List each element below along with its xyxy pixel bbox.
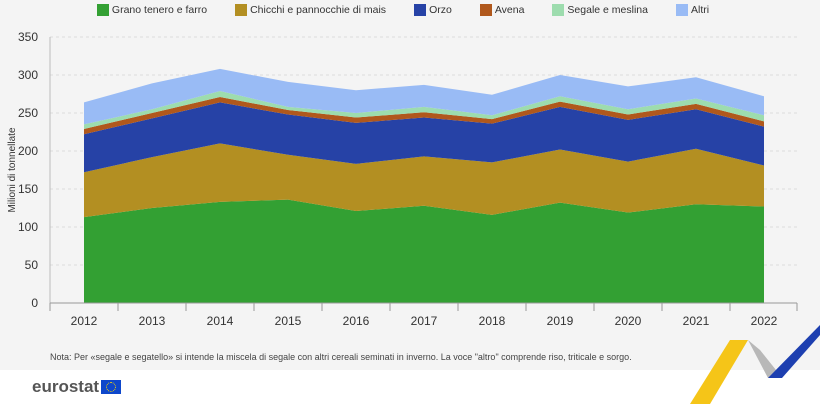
area-avena bbox=[84, 97, 764, 135]
x-tick-label: 2018 bbox=[479, 314, 506, 328]
legend-item[interactable]: Orzo bbox=[414, 4, 452, 16]
y-axis-label: Milioni di tonnellate bbox=[7, 127, 18, 212]
legend-label: Segale e meslina bbox=[567, 4, 648, 16]
x-tick-label: 2013 bbox=[139, 314, 166, 328]
legend-item[interactable]: Chicchi e pannocchie di mais bbox=[235, 4, 386, 16]
x-tick-label: 2017 bbox=[411, 314, 438, 328]
legend: Grano tenero e farro Chicchi e pannocchie… bbox=[0, 4, 820, 16]
area-orzo bbox=[84, 102, 764, 173]
area-grano-tenero-e-farro bbox=[84, 199, 764, 303]
y-tick-label: 250 bbox=[18, 106, 38, 120]
eurostat-logo: eurostat bbox=[32, 377, 122, 397]
legend-item[interactable]: Altri bbox=[675, 4, 710, 16]
y-tick-label: 150 bbox=[18, 182, 38, 196]
legend-label: Orzo bbox=[429, 4, 452, 16]
legend-swatch bbox=[675, 4, 688, 16]
y-tick-label: 0 bbox=[31, 296, 38, 310]
legend-item[interactable]: Avena bbox=[479, 4, 525, 16]
legend-swatch bbox=[414, 4, 427, 16]
legend-label: Avena bbox=[494, 4, 525, 16]
legend-swatch bbox=[235, 4, 248, 16]
legend-label: Grano tenero e farro bbox=[111, 4, 208, 16]
area-segale-e-meslina bbox=[84, 90, 764, 129]
x-tick-label: 2014 bbox=[207, 314, 234, 328]
x-tick-label: 2012 bbox=[71, 314, 98, 328]
footnote: Nota: Per «segale e segatello» si intend… bbox=[50, 352, 632, 362]
area-altri bbox=[84, 68, 764, 125]
y-tick-label: 350 bbox=[18, 30, 38, 44]
y-tick-label: 300 bbox=[18, 68, 38, 82]
x-tick-label: 2015 bbox=[275, 314, 302, 328]
y-tick-label: 50 bbox=[25, 258, 39, 272]
legend-label: Chicchi e pannocchie di mais bbox=[250, 4, 387, 16]
stacked-area-chart: 0 50 100 150 200 250 300 350 Milioni di tonnella… bbox=[7, 30, 798, 328]
eu-flag-icon bbox=[101, 380, 122, 394]
x-tick-label: 2016 bbox=[343, 314, 370, 328]
legend-swatch bbox=[96, 4, 109, 16]
y-tick-label: 100 bbox=[18, 220, 38, 234]
x-tick-label: 2022 bbox=[751, 314, 778, 328]
legend-item[interactable]: Segale e meslina bbox=[552, 4, 648, 16]
y-tick-label: 200 bbox=[18, 144, 38, 158]
eurostat-decoration-icon bbox=[690, 325, 820, 404]
x-tick-label: 2019 bbox=[547, 314, 574, 328]
logo-text: eurostat bbox=[32, 377, 100, 396]
legend-label: Altri bbox=[690, 4, 710, 16]
legend-swatch bbox=[552, 4, 565, 16]
x-tick-label: 2021 bbox=[683, 314, 710, 328]
legend-item[interactable]: Grano tenero e farro bbox=[96, 4, 208, 16]
x-tick-label: 2020 bbox=[615, 314, 642, 328]
legend-swatch bbox=[479, 4, 492, 16]
area-chicchi-e-pannocchie-di-mais bbox=[84, 143, 764, 218]
